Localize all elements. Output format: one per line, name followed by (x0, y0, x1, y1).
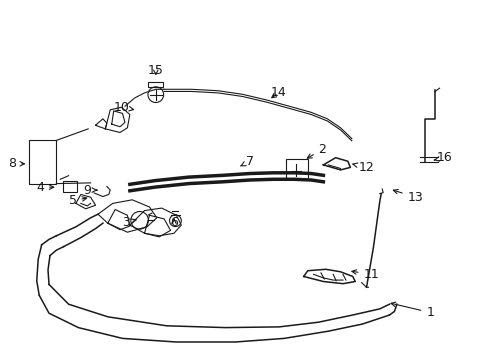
Bar (148, 82, 163, 87)
Text: 11: 11 (352, 268, 379, 281)
Bar (63, 181, 77, 192)
Text: 4: 4 (36, 181, 54, 194)
Text: 7: 7 (241, 155, 254, 168)
Bar (286, 159, 308, 179)
Text: 6: 6 (170, 216, 178, 229)
Bar (29, 140, 56, 184)
Text: 14: 14 (270, 86, 286, 99)
Text: 12: 12 (353, 161, 374, 174)
Text: 3: 3 (122, 216, 136, 229)
Text: 5: 5 (69, 194, 87, 207)
Text: 13: 13 (393, 189, 423, 204)
Text: 16: 16 (434, 151, 453, 164)
Text: 8: 8 (8, 157, 24, 170)
Text: 2: 2 (307, 143, 326, 158)
Text: 1: 1 (391, 302, 434, 319)
Text: 10: 10 (114, 101, 134, 114)
Text: 15: 15 (148, 64, 164, 77)
Text: 9: 9 (83, 184, 97, 197)
